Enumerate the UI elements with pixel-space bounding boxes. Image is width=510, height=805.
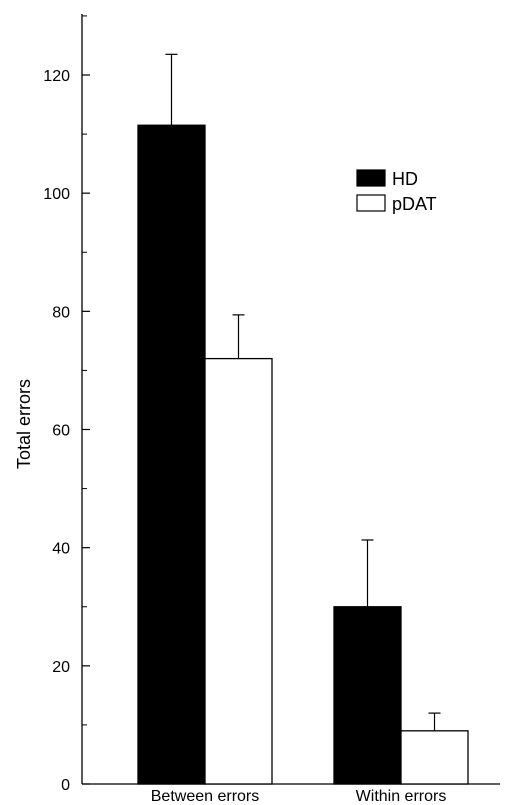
axes: 0 20 40 60 80 100 120 Total errors Between error… [14,14,500,805]
y-axis-title: Total errors [14,379,34,469]
y-tick-label-100: 100 [43,186,70,203]
bar-pDAT-0 [204,357,273,785]
y-tick-label-40: 40 [52,541,70,558]
x-tick-label-0: Between errors [151,788,260,805]
y-tick-label-80: 80 [52,304,70,321]
bar-pDAT-1 [400,730,469,785]
legend-label-HD: HD [392,169,418,189]
legend-swatch-HD [356,169,386,187]
bar-HD-1 [333,606,402,785]
legend-swatch-pDAT [356,194,386,212]
x-tick-label-1: Within errors [356,788,447,805]
y-tick-label-120: 120 [43,68,70,85]
bars [137,53,469,785]
bar-HD-0 [137,124,206,785]
legend-label-pDAT: pDAT [392,194,437,214]
y-tick-label-60: 60 [52,423,70,440]
y-tick-label-0: 0 [61,777,70,794]
legend: HD pDAT [356,169,437,214]
y-tick-label-20: 20 [52,659,70,676]
